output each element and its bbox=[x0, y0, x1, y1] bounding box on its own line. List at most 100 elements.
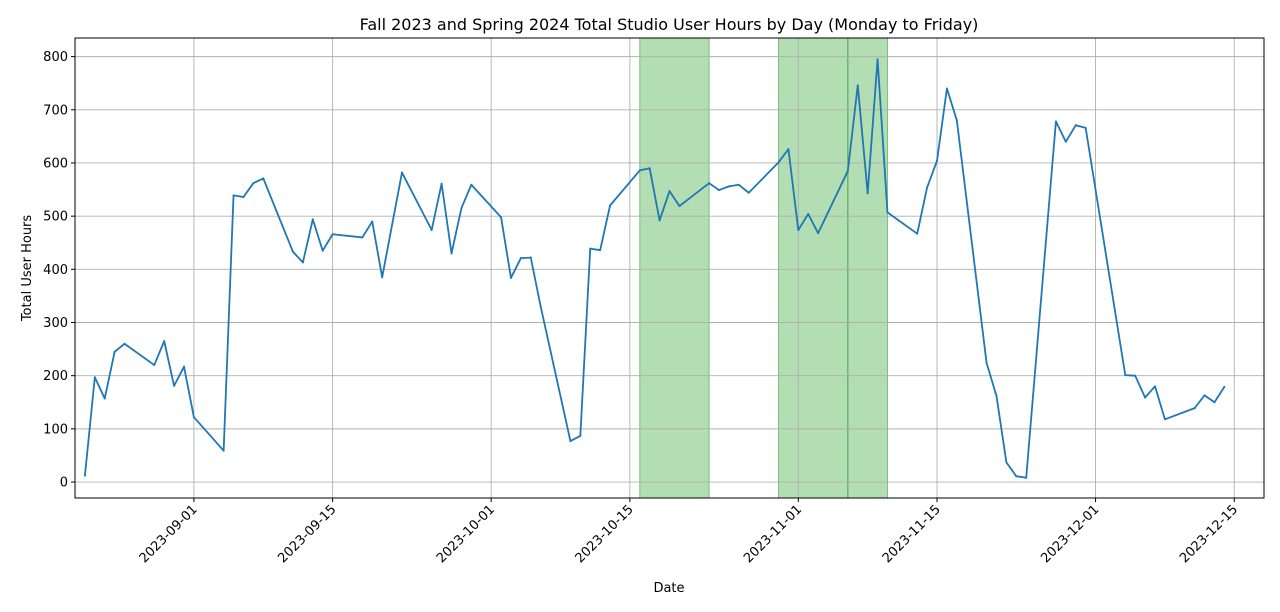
data-point-8 bbox=[182, 365, 185, 368]
highlight-band-1 bbox=[777, 37, 849, 499]
data-point-25 bbox=[440, 182, 443, 185]
data-point-33 bbox=[539, 305, 542, 308]
data-point-73 bbox=[1124, 374, 1127, 377]
x-tick-label-6: 2023-12-01 bbox=[1038, 502, 1102, 566]
data-point-48 bbox=[747, 191, 750, 194]
data-point-29 bbox=[500, 216, 503, 219]
data-point-67 bbox=[1015, 475, 1018, 478]
data-point-44 bbox=[708, 182, 711, 185]
data-point-30 bbox=[509, 276, 512, 279]
data-point-9 bbox=[192, 416, 195, 419]
y-axis-label: Total User Hours bbox=[20, 215, 35, 323]
data-point-52 bbox=[807, 213, 810, 216]
data-point-61 bbox=[936, 159, 939, 162]
x-tick-label-2: 2023-10-01 bbox=[434, 502, 498, 566]
y-tick-label-1: 100 bbox=[43, 422, 68, 437]
data-point-14 bbox=[262, 177, 265, 180]
data-point-4 bbox=[123, 342, 126, 345]
data-point-28 bbox=[470, 183, 473, 186]
data-point-78 bbox=[1193, 407, 1196, 410]
data-point-7 bbox=[173, 384, 176, 387]
data-point-51 bbox=[797, 228, 800, 231]
data-point-65 bbox=[995, 394, 998, 397]
data-point-63 bbox=[955, 119, 958, 122]
data-point-5 bbox=[153, 364, 156, 367]
data-point-45 bbox=[718, 189, 721, 192]
data-point-23 bbox=[400, 171, 403, 174]
data-point-53 bbox=[817, 232, 820, 235]
data-point-3 bbox=[113, 350, 116, 353]
data-point-56 bbox=[866, 192, 869, 195]
data-point-27 bbox=[460, 207, 463, 210]
data-point-71 bbox=[1074, 124, 1077, 127]
y-tick-label-4: 400 bbox=[43, 263, 68, 278]
highlight-band-0 bbox=[639, 37, 710, 499]
series-line-0 bbox=[84, 58, 1226, 479]
data-point-43 bbox=[678, 205, 681, 208]
x-axis-ticks: 2023-09-01 2023-09-15 2023-10-01 2023-10-15… bbox=[137, 498, 1241, 566]
data-point-13 bbox=[252, 182, 255, 185]
x-tick-label-3: 2023-10-15 bbox=[573, 502, 637, 566]
data-point-54 bbox=[846, 169, 849, 172]
data-point-18 bbox=[321, 249, 324, 252]
data-point-15 bbox=[291, 250, 294, 253]
data-point-74 bbox=[1134, 374, 1137, 377]
x-tick-label-7: 2023-12-15 bbox=[1177, 502, 1241, 566]
data-point-22 bbox=[381, 276, 384, 279]
data-point-37 bbox=[599, 249, 602, 252]
chart-title: Fall 2023 and Spring 2024 Total Studio U… bbox=[360, 15, 979, 34]
data-point-76 bbox=[1154, 385, 1157, 388]
data-point-20 bbox=[361, 236, 364, 239]
y-axis-ticks: 0 100 200 300 400 500 600 700 800 bbox=[43, 50, 75, 491]
data-point-64 bbox=[985, 361, 988, 364]
data-point-39 bbox=[638, 169, 641, 172]
data-point-2 bbox=[103, 397, 106, 400]
data-point-55 bbox=[856, 84, 859, 87]
x-tick-label-4: 2023-11-01 bbox=[741, 502, 805, 566]
y-tick-label-0: 0 bbox=[60, 476, 68, 491]
data-point-42 bbox=[668, 190, 671, 193]
data-point-41 bbox=[658, 219, 661, 222]
x-axis-label: Date bbox=[653, 581, 684, 596]
x-tick-label-1: 2023-09-15 bbox=[275, 502, 339, 566]
data-point-34 bbox=[569, 440, 572, 443]
data-point-11 bbox=[232, 194, 235, 197]
y-tick-label-6: 600 bbox=[43, 156, 68, 171]
data-point-46 bbox=[727, 185, 730, 188]
data-point-24 bbox=[430, 228, 433, 231]
data-point-36 bbox=[589, 247, 592, 250]
data-point-69 bbox=[1054, 120, 1057, 123]
data-point-81 bbox=[1223, 385, 1226, 388]
data-point-26 bbox=[450, 252, 453, 255]
data-point-6 bbox=[163, 340, 166, 343]
data-point-75 bbox=[1144, 396, 1147, 399]
data-point-21 bbox=[371, 220, 374, 223]
data-point-17 bbox=[311, 218, 314, 221]
data-point-1 bbox=[93, 376, 96, 379]
data-point-77 bbox=[1163, 418, 1166, 421]
data-point-72 bbox=[1084, 126, 1087, 129]
x-tick-label-5: 2023-11-15 bbox=[880, 502, 944, 566]
y-tick-label-7: 700 bbox=[43, 103, 68, 118]
data-point-16 bbox=[301, 261, 304, 264]
data-point-62 bbox=[945, 87, 948, 90]
y-tick-label-3: 300 bbox=[43, 316, 68, 331]
data-point-47 bbox=[737, 183, 740, 186]
data-point-79 bbox=[1203, 394, 1206, 397]
data-point-10 bbox=[222, 449, 225, 452]
data-point-12 bbox=[242, 196, 245, 199]
data-point-0 bbox=[83, 474, 86, 477]
data-point-19 bbox=[331, 233, 334, 236]
data-point-31 bbox=[519, 257, 522, 260]
data-point-57 bbox=[876, 58, 879, 61]
series-group bbox=[83, 58, 1226, 479]
x-tick-label-0: 2023-09-01 bbox=[137, 502, 201, 566]
data-point-59 bbox=[916, 232, 919, 235]
plot-frame bbox=[74, 37, 1265, 499]
data-point-50 bbox=[787, 148, 790, 151]
data-point-49 bbox=[777, 161, 780, 164]
grid-lines bbox=[75, 38, 1264, 498]
data-point-58 bbox=[886, 211, 889, 214]
data-point-32 bbox=[529, 256, 532, 259]
